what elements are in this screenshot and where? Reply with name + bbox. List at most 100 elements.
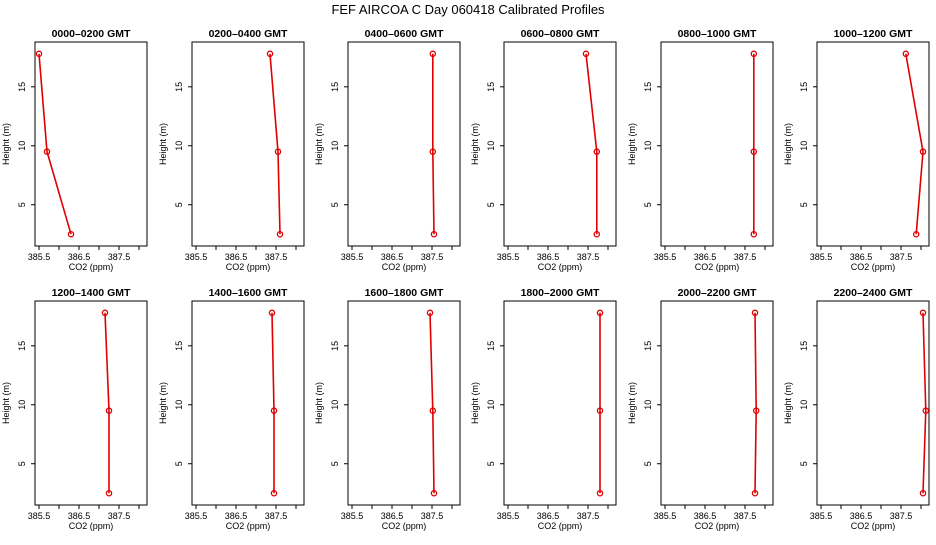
x-axis-label: CO2 (ppm) [851, 262, 896, 272]
profile-point [922, 407, 930, 414]
y-axis-label: Height (m) [158, 382, 168, 424]
panel-title: 0000–0200 GMT [52, 28, 131, 40]
x-tick-label: 387.5 [108, 511, 131, 521]
profile-point [426, 309, 434, 317]
y-tick-label: 5 [17, 202, 27, 207]
x-axis-label: CO2 (ppm) [695, 521, 740, 531]
panel-title: 1800–2000 GMT [521, 287, 600, 299]
x-tick-label: 386.5 [225, 511, 248, 521]
panel-title: 0200–0400 GMT [209, 28, 288, 40]
y-tick-label: 5 [643, 202, 653, 207]
x-tick-label: 386.5 [850, 252, 873, 262]
profile-point [43, 148, 51, 155]
y-tick-label: 10 [174, 400, 184, 410]
x-axis-label: CO2 (ppm) [226, 262, 271, 272]
panel: 1600–1800 GMT 385.5 386.5 387.5 5 10 15 CO2 (pp… [314, 287, 461, 531]
y-axis-label: Height (m) [158, 123, 168, 165]
y-tick-label: 5 [174, 461, 184, 466]
x-tick-label: 387.5 [734, 511, 757, 521]
x-tick-label: 386.5 [225, 252, 248, 262]
x-tick-label: 385.5 [810, 252, 833, 262]
profile-point [276, 230, 284, 238]
plot-frame [503, 41, 617, 247]
profile-point [430, 489, 438, 497]
panel: 1200–1400 GMT 385.5 386.5 387.5 5 10 15 CO2 (pp… [1, 287, 148, 531]
x-tick-label: 387.5 [577, 511, 600, 521]
y-tick-label: 10 [17, 400, 27, 410]
x-tick-label: 387.5 [421, 511, 444, 521]
y-tick-label: 15 [643, 341, 653, 351]
profile-point [582, 50, 590, 58]
plot-frame [660, 41, 774, 247]
profile-point [752, 407, 760, 414]
x-tick-label: 385.5 [810, 511, 833, 521]
x-tick-label: 387.5 [265, 252, 288, 262]
y-tick-label: 10 [330, 400, 340, 410]
x-tick-label: 386.5 [381, 511, 404, 521]
y-tick-label: 15 [330, 82, 340, 92]
profile-point [593, 148, 601, 155]
y-axis-label: Height (m) [1, 382, 11, 424]
x-tick-label: 387.5 [890, 511, 913, 521]
x-tick-label: 387.5 [265, 511, 288, 521]
profile-line [905, 53, 924, 235]
y-axis-label: Height (m) [314, 382, 324, 424]
profile-point [919, 148, 927, 155]
plot-frame [660, 300, 774, 506]
profile-line [269, 53, 281, 235]
profile-point [270, 407, 278, 414]
profile-point [750, 148, 758, 155]
y-tick-label: 15 [17, 82, 27, 92]
profile-point [593, 230, 601, 238]
panel-title: 1600–1800 GMT [365, 287, 444, 299]
y-tick-label: 5 [799, 202, 809, 207]
profile-line [431, 53, 435, 235]
profile-point [429, 407, 437, 414]
plot-frame [191, 300, 305, 506]
profile-point [430, 230, 438, 238]
x-axis-label: CO2 (ppm) [538, 262, 583, 272]
y-tick-label: 10 [643, 400, 653, 410]
y-tick-label: 10 [643, 141, 653, 151]
profile-line [38, 53, 72, 235]
panel: 0400–0600 GMT 385.5 386.5 387.5 5 10 15 CO2 (pp… [314, 28, 461, 272]
y-tick-label: 15 [799, 341, 809, 351]
y-axis-label: Height (m) [314, 123, 324, 165]
y-axis-label: Height (m) [627, 123, 637, 165]
profile-point [912, 230, 920, 238]
profile-point [429, 148, 437, 155]
y-tick-label: 10 [486, 141, 496, 151]
x-tick-label: 385.5 [185, 511, 208, 521]
panel: 2000–2200 GMT 385.5 386.5 387.5 5 10 15 CO2 (pp… [627, 287, 774, 531]
y-tick-label: 15 [486, 82, 496, 92]
panel: 1000–1200 GMT 385.5 386.5 387.5 5 10 15 CO2 (pp… [783, 28, 930, 272]
x-tick-label: 386.5 [537, 252, 560, 262]
x-tick-label: 385.5 [497, 511, 520, 521]
profile-point [750, 230, 758, 238]
y-axis-label: Height (m) [627, 382, 637, 424]
panel: 1800–2000 GMT 385.5 386.5 387.5 5 10 15 CO2 (pp… [470, 287, 617, 531]
panel-title: 1400–1600 GMT [209, 287, 288, 299]
plot-frame [816, 41, 930, 247]
profile-line [429, 312, 435, 494]
panel-title: 0800–1000 GMT [678, 28, 757, 40]
x-axis-label: CO2 (ppm) [382, 521, 427, 531]
panel-title: 0400–0600 GMT [365, 28, 444, 40]
y-tick-label: 5 [486, 202, 496, 207]
profile-point [101, 309, 109, 317]
panel: 0800–1000 GMT 385.5 386.5 387.5 5 10 15 CO2 (pp… [627, 28, 774, 272]
profile-point [105, 489, 113, 497]
panel: 1400–1600 GMT 385.5 386.5 387.5 5 10 15 CO2 (pp… [158, 287, 305, 531]
x-tick-label: 386.5 [68, 511, 91, 521]
panel: 0000–0200 GMT 385.5 386.5 387.5 5 10 15 CO2 (pp… [1, 28, 148, 272]
main-title: FEF AIRCOA C Day 060418 Calibrated Profi… [331, 2, 605, 17]
panel-title: 1200–1400 GMT [52, 287, 131, 299]
profile-line [754, 312, 758, 494]
y-tick-label: 10 [17, 141, 27, 151]
y-tick-label: 15 [799, 82, 809, 92]
y-tick-label: 15 [643, 82, 653, 92]
plot-frame [347, 41, 461, 247]
x-tick-label: 386.5 [68, 252, 91, 262]
x-tick-label: 387.5 [734, 252, 757, 262]
y-tick-label: 5 [799, 461, 809, 466]
